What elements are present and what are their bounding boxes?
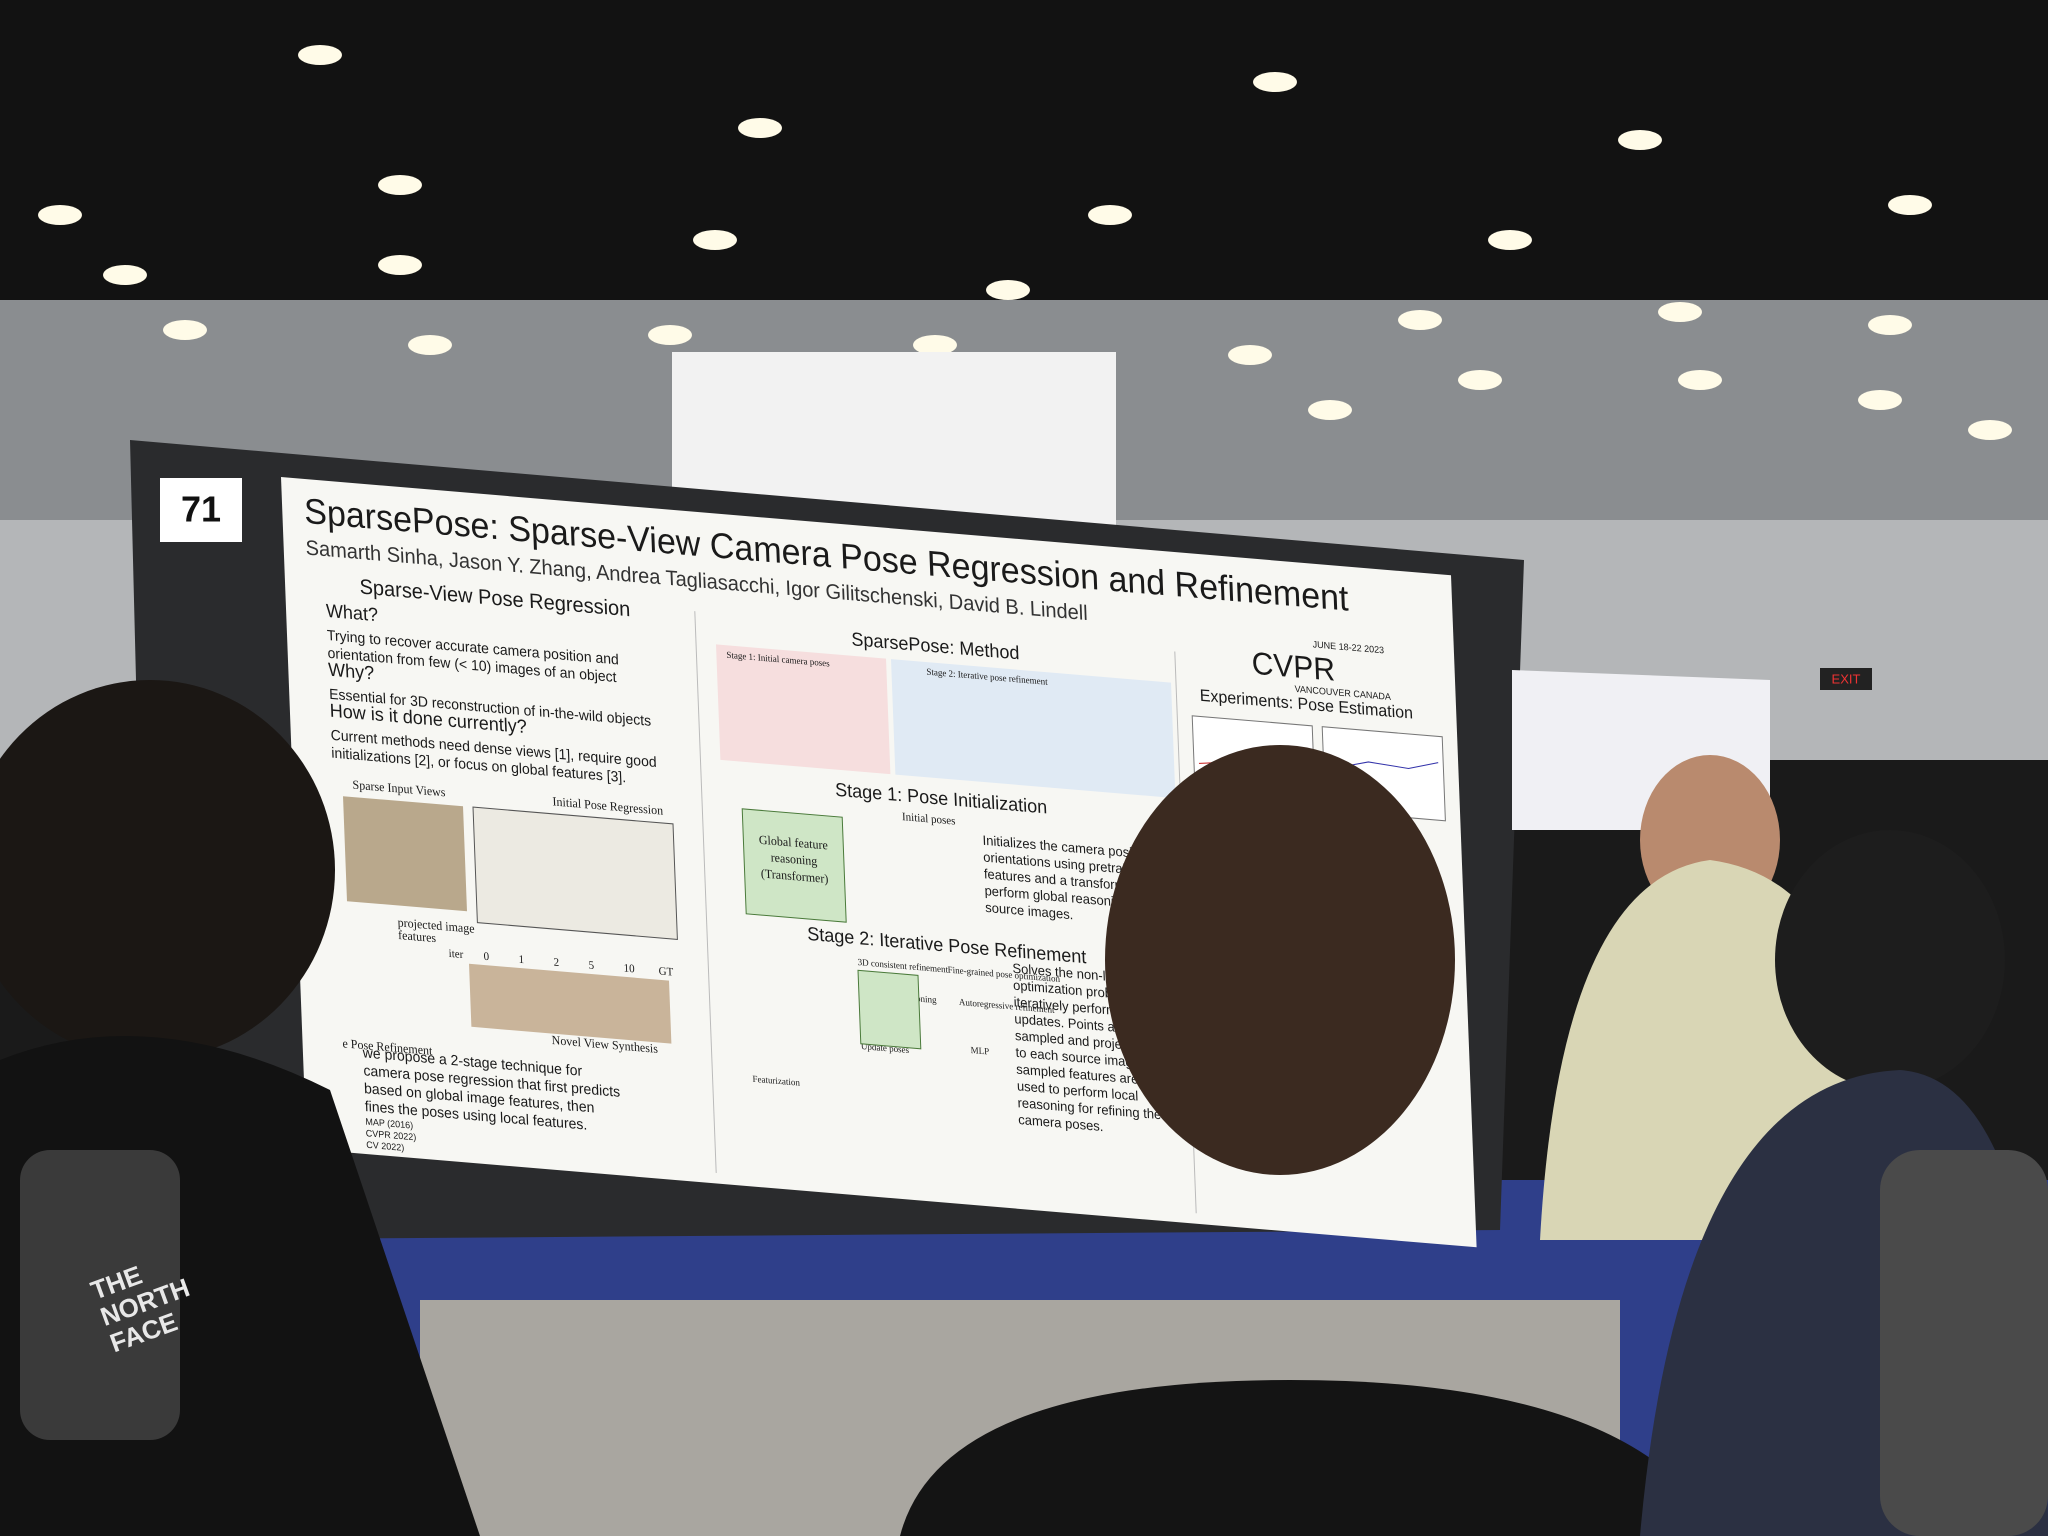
ceiling-light: [378, 255, 422, 275]
ceiling-light: [1868, 315, 1912, 335]
figure-photos: [343, 796, 468, 912]
board-number: 71: [181, 489, 221, 530]
transformer-box: [741, 808, 847, 923]
figure-label: features: [398, 928, 437, 946]
backpack: [20, 1150, 180, 1440]
person-head: [1775, 830, 2005, 1090]
backpack: [1880, 1150, 2048, 1536]
exit-text: EXIT: [1832, 671, 1861, 686]
iteration-label: iter: [448, 948, 463, 962]
shirt-logo: THE NORTH FACE: [87, 1260, 194, 1359]
ceiling-light: [1858, 390, 1902, 410]
ceiling-light: [1308, 400, 1352, 420]
ceiling-light: [378, 175, 422, 195]
crowd: [0, 680, 2048, 1536]
diagram-label: MLP: [970, 1045, 989, 1057]
box-label: Global feature: [759, 832, 829, 852]
box-label: (Transformer): [761, 866, 829, 886]
ceiling-light: [693, 230, 737, 250]
ceiling-light: [408, 335, 452, 355]
ceiling-light: [1888, 195, 1932, 215]
ceiling-light: [38, 205, 82, 225]
method-stage1-panel: [716, 644, 891, 775]
iteration-label: 5: [588, 959, 594, 972]
ceiling-light: [738, 118, 782, 138]
board-number-plate: [160, 478, 242, 542]
iteration-label: GT: [658, 965, 673, 979]
ceiling-light: [648, 325, 692, 345]
body-line: source images.: [985, 900, 1074, 923]
body-line: camera poses.: [1018, 1112, 1104, 1134]
ceiling-light: [1458, 370, 1502, 390]
figure-frustums: [472, 806, 678, 940]
figure-render: [469, 963, 672, 1044]
ceiling-light: [986, 280, 1030, 300]
reference: CV 2022): [366, 1140, 404, 1153]
ceiling-light: [1968, 420, 2012, 440]
figure-label: projected image: [397, 915, 475, 936]
reference: MAP (2016): [365, 1116, 413, 1130]
iteration-label: 0: [483, 951, 489, 964]
exit-sign: [1820, 668, 1872, 690]
ceiling-light: [1253, 72, 1297, 92]
method-stage2-panel: [891, 659, 1176, 799]
box-label: reasoning: [770, 850, 817, 868]
ceiling-light: [103, 265, 147, 285]
ceiling-light: [1088, 205, 1132, 225]
ceiling-light: [163, 320, 207, 340]
refinement-box: [857, 969, 922, 1050]
ceiling-light: [298, 45, 342, 65]
question: What?: [326, 599, 379, 625]
ceiling-light: [1678, 370, 1722, 390]
iteration-label: 2: [553, 956, 559, 969]
person-shirt: [900, 1380, 1720, 1536]
diagram-label: Featurization: [752, 1074, 800, 1088]
diagram-label: Initial poses: [902, 811, 956, 828]
person-head: [0, 680, 335, 1060]
ceiling-light: [1398, 310, 1442, 330]
iteration-label: 1: [518, 954, 524, 967]
person-head: [1105, 745, 1455, 1175]
iteration-label: 10: [623, 962, 635, 975]
question: Why?: [328, 658, 375, 683]
ceiling-light: [1658, 302, 1702, 322]
ceiling-light: [1228, 345, 1272, 365]
ceiling-lights: [38, 45, 2012, 440]
reference: CVPR 2022): [366, 1128, 417, 1142]
ceiling-light: [913, 335, 957, 355]
ceiling-light: [1618, 130, 1662, 150]
venue-name: CVPR: [1251, 645, 1336, 688]
ceiling-light: [1488, 230, 1532, 250]
column-rule: [694, 611, 717, 1173]
